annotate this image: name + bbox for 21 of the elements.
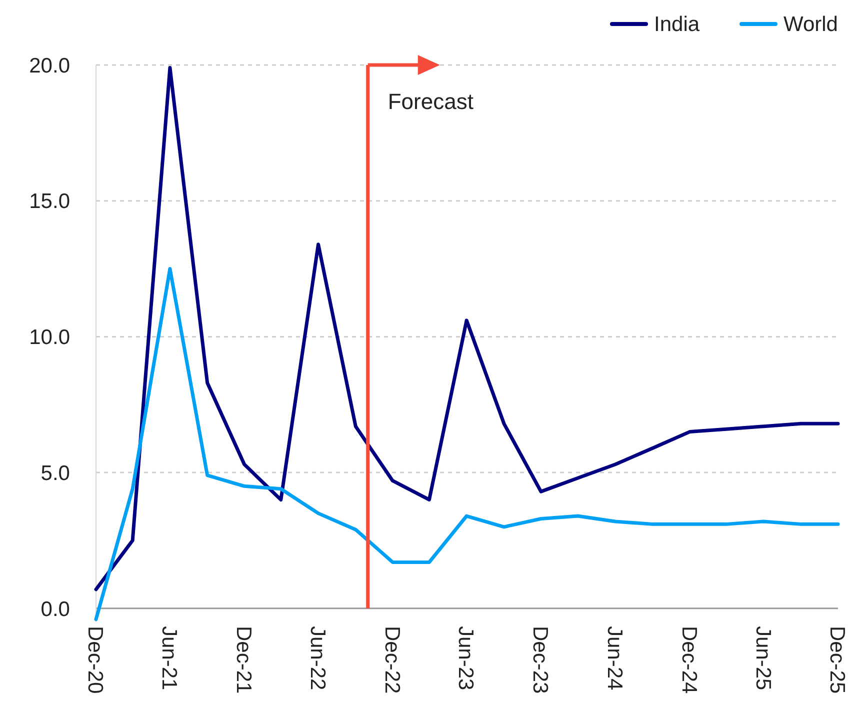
x-tick-label: Jun-22 [306, 626, 329, 690]
x-tick-label: Dec-20 [84, 626, 107, 694]
y-tick-label: 15.0 [29, 190, 70, 214]
y-tick-label: 0.0 [40, 598, 70, 621]
x-tick-label: Jun-24 [602, 626, 626, 691]
y-tick-label: 5.0 [40, 462, 70, 485]
ref-line-label: Forecast [388, 89, 474, 114]
legend-label: India [654, 13, 700, 36]
x-tick-label: Jun-23 [454, 626, 478, 690]
x-tick-label: Dec-23 [528, 626, 552, 694]
x-tick-label: Jun-25 [751, 626, 774, 690]
x-tick-label: Dec-22 [380, 626, 404, 694]
x-tick-label: Dec-21 [232, 626, 255, 694]
legend-label: World [784, 13, 838, 36]
line-series [94, 267, 840, 622]
y-tick-label: 20.0 [29, 54, 70, 78]
x-tick-label: Dec-24 [677, 626, 700, 694]
line-series [94, 66, 840, 592]
y-tick-label: 10.0 [29, 326, 70, 350]
x-tick-label: Dec-25 [826, 626, 849, 694]
x-tick-label: Jun-21 [158, 626, 181, 690]
